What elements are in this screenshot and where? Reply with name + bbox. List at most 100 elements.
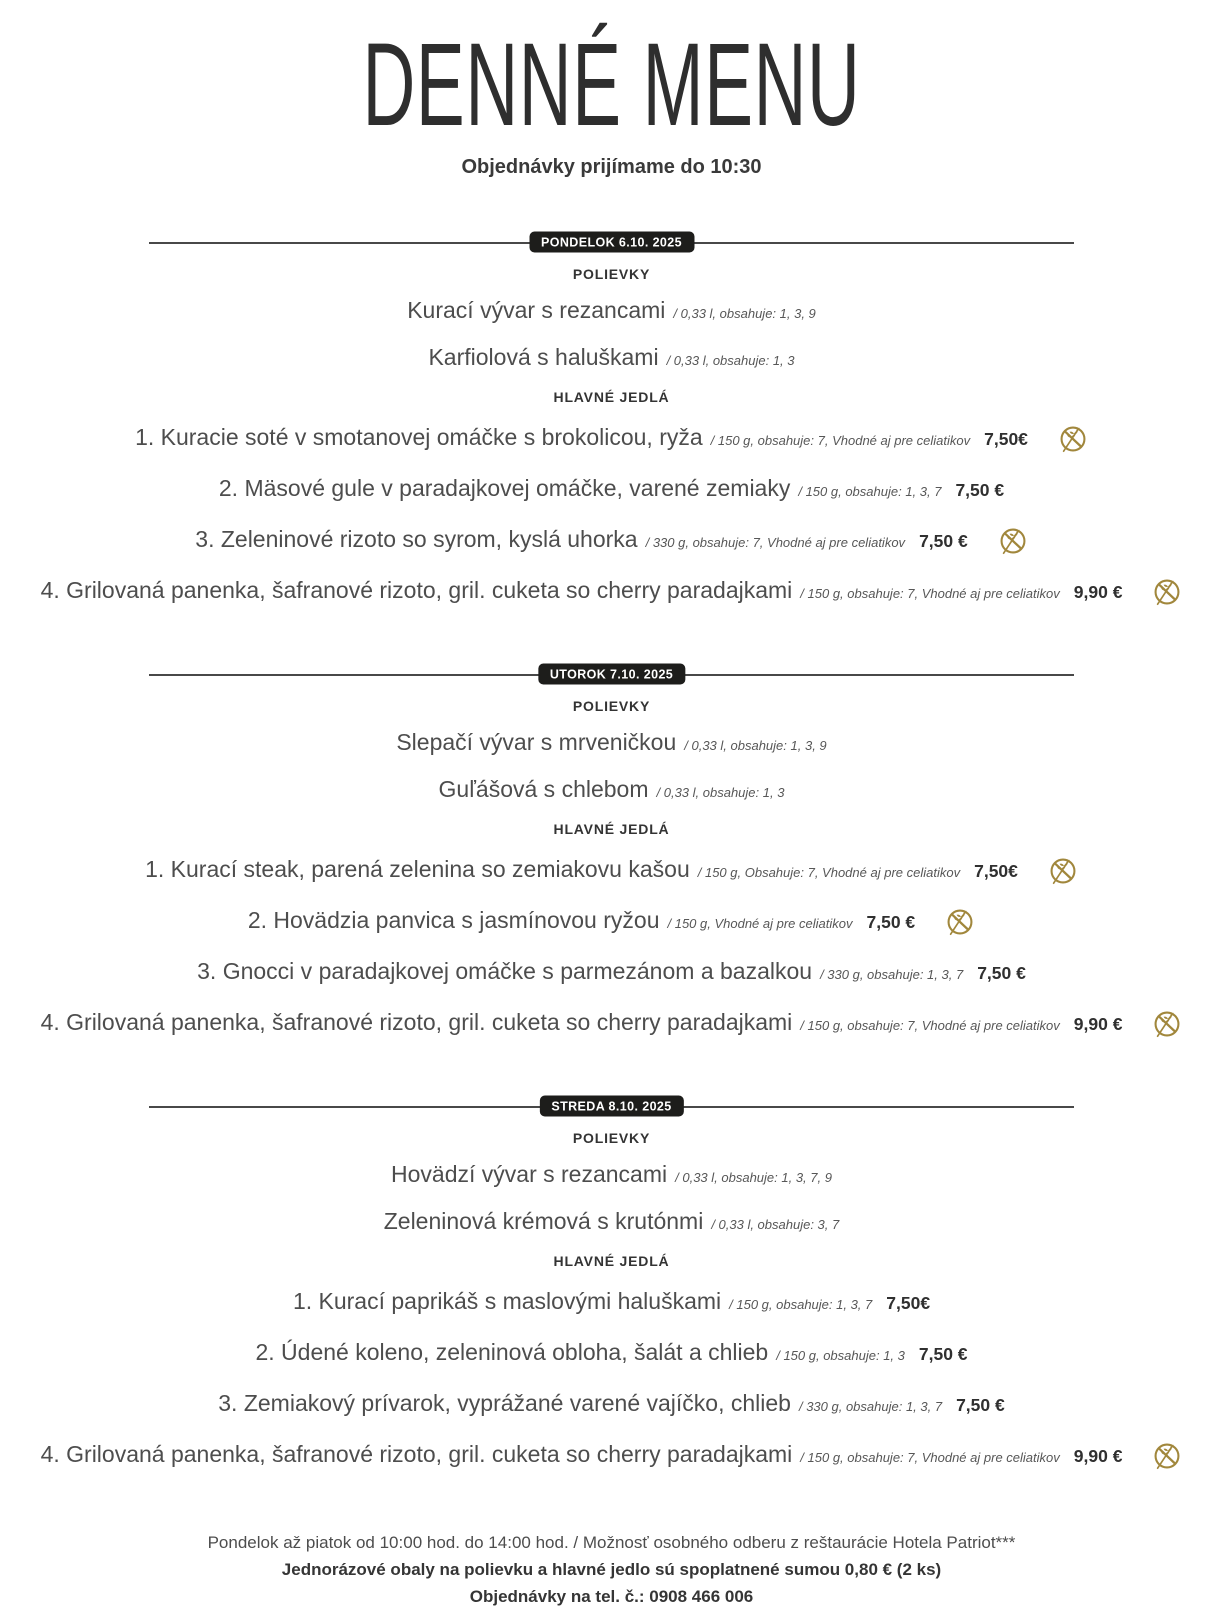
mains-heading: HLAVNÉ JEDLÁ [553,1253,670,1269]
day-date-badge: UTOROK 7.10. 2025 [537,663,686,685]
dish-details: / 0,33 l, obsahuje: 1, 3, 7, 9 [675,1170,832,1185]
dish-row: 1. Kurací paprikáš s maslovými haluškami… [0,1286,1223,1320]
dish-name: Hovädzí vývar s rezancami [391,1161,668,1187]
dish-name: 1. Kuracie soté v smotanovej omáčke s br… [135,424,703,450]
soups-list: Hovädzí vývar s rezancami / 0,33 l, obsa… [0,1159,1223,1240]
footer-phone-number: Objednávky na tel. č.: 0908 466 006 [469,1587,754,1606]
dish-name: Zeleninová krémová s krutónmi [383,1208,704,1234]
dish-name: 2. Mäsové gule v paradajkovej omáčke, va… [218,475,791,501]
dish-name: 4. Grilovaná panenka, šafranové rizoto, … [40,1441,793,1467]
day-date-badge: PONDELOK 6.10. 2025 [529,231,694,253]
gluten-free-icon [1048,856,1078,886]
dish-details: / 0,33 l, obsahuje: 3, 7 [711,1217,840,1232]
page-title: DENNÉ MENU [362,19,861,151]
dish-details: / 330 g, obsahuje: 7, Vhodné aj pre celi… [645,535,906,550]
dish-row: Slepačí vývar s mrveničkou / 0,33 l, obs… [0,727,1223,761]
dish-details: / 0,33 l, obsahuje: 1, 3 [666,353,795,368]
gluten-free-icon [1152,1009,1182,1039]
mains-heading: HLAVNÉ JEDLÁ [553,389,670,405]
dish-details: / 150 g, obsahuje: 7, Vhodné aj pre celi… [800,1450,1060,1465]
dish-price: 9,90 € [1073,1446,1123,1466]
dish-row: 4. Grilovaná panenka, šafranové rizoto, … [0,1007,1223,1041]
dish-details: / 150 g, obsahuje: 7, Vhodné aj pre celi… [800,586,1060,601]
dish-row: 1. Kuracie soté v smotanovej omáčke s br… [0,422,1223,456]
gluten-free-icon [945,907,975,937]
dish-price: 9,90 € [1073,582,1123,602]
dish-row: 4. Grilovaná panenka, šafranové rizoto, … [0,575,1223,609]
footer-packaging-note: Jednorázové obaly na polievku a hlavné j… [281,1560,942,1579]
dish-row: Kurací vývar s rezancami / 0,33 l, obsah… [0,295,1223,329]
dish-name: 3. Zeleninové rizoto so syrom, kyslá uho… [195,526,638,552]
day-divider-line: PONDELOK 6.10. 2025 [149,231,1074,253]
dish-row: Zeleninová krémová s krutónmi / 0,33 l, … [0,1206,1223,1240]
dish-row: 1. Kurací steak, parená zelenina so zemi… [0,854,1223,888]
dish-price: 7,50 € [918,1344,968,1364]
day-section: UTOROK 7.10. 2025 POLIEVKY Slepačí vývar… [0,663,1223,1041]
dish-row: 3. Gnocci v paradajkovej omáčke s parmez… [0,956,1223,990]
footer: Pondelok až piatok od 10:00 hod. do 14:0… [0,1529,1223,1610]
dish-price: 7,50 € [956,1395,1005,1415]
dish-name: Guľášová s chlebom [438,776,649,802]
dish-row: 4. Grilovaná panenka, šafranové rizoto, … [0,1439,1223,1473]
dish-price: 7,50 € [977,963,1026,983]
dish-details: / 330 g, obsahuje: 1, 3, 7 [820,967,964,982]
day-divider-line: UTOROK 7.10. 2025 [149,663,1074,685]
dish-price: 9,90 € [1073,1014,1123,1034]
dish-name: 2. Hovädzia panvica s jasmínovou ryžou [247,907,660,933]
gluten-free-icon [1152,1441,1182,1471]
dish-price: 7,50€ [886,1293,931,1313]
mains-list: 1. Kuracie soté v smotanovej omáčke s br… [0,422,1223,609]
dish-name: 1. Kurací steak, parená zelenina so zemi… [145,856,690,882]
day-date-badge: STREDA 8.10. 2025 [539,1095,684,1117]
dish-row: 2. Údené koleno, zeleninová obloha, šalá… [0,1337,1223,1371]
dish-name: 1. Kurací paprikáš s maslovými haluškami [292,1288,722,1314]
dish-name: Slepačí vývar s mrveničkou [396,729,677,755]
dish-row: Hovädzí vývar s rezancami / 0,33 l, obsa… [0,1159,1223,1193]
dish-details: / 150 g, obsahuje: 1, 3 [776,1348,905,1363]
soups-heading: POLIEVKY [572,698,651,714]
dish-details: / 150 g, obsahuje: 7, Vhodné aj pre celi… [710,433,971,448]
dish-details: / 0,33 l, obsahuje: 1, 3, 9 [684,738,827,753]
dish-price: 7,50€ [984,429,1028,449]
order-deadline-note: Objednávky prijímame do 10:30 [461,156,762,178]
soups-list: Slepačí vývar s mrveničkou / 0,33 l, obs… [0,727,1223,808]
day-section: PONDELOK 6.10. 2025 POLIEVKY Kurací výva… [0,231,1223,609]
dish-details: / 150 g, Vhodné aj pre celiatikov [667,916,853,931]
dish-price: 7,50 € [866,912,916,932]
dish-row: 2. Mäsové gule v paradajkovej omáčke, va… [0,473,1223,507]
dish-details: / 330 g, obsahuje: 1, 3, 7 [798,1399,943,1414]
dish-name: 4. Grilovaná panenka, šafranové rizoto, … [40,577,793,603]
dish-details: / 150 g, obsahuje: 1, 3, 7 [798,484,942,499]
footer-opening-hours: Pondelok až piatok od 10:00 hod. do 14:0… [207,1533,1016,1552]
soups-heading: POLIEVKY [572,266,651,282]
dish-details: / 0,33 l, obsahuje: 1, 3, 9 [673,306,816,321]
gluten-free-icon [1058,424,1088,454]
dish-name: 3. Gnocci v paradajkovej omáčke s parmez… [197,958,813,984]
dish-row: 3. Zemiakový prívarok, vyprážané varené … [0,1388,1223,1422]
dish-price: 7,50 € [955,480,1005,500]
day-sections: PONDELOK 6.10. 2025 POLIEVKY Kurací výva… [0,231,1223,1473]
dish-row: Guľášová s chlebom / 0,33 l, obsahuje: 1… [0,774,1223,808]
gluten-free-icon [1152,577,1182,607]
dish-row: 3. Zeleninové rizoto so syrom, kyslá uho… [0,524,1223,558]
dish-price: 7,50€ [974,861,1018,881]
dish-details: / 0,33 l, obsahuje: 1, 3 [656,785,785,800]
mains-heading: HLAVNÉ JEDLÁ [553,821,670,837]
dish-name: 3. Zemiakový prívarok, vyprážané varené … [218,1390,791,1416]
soups-heading: POLIEVKY [572,1130,651,1146]
dish-name: 4. Grilovaná panenka, šafranové rizoto, … [40,1009,793,1035]
dish-name: Karfiolová s haluškami [428,344,659,370]
dish-price: 7,50 € [919,531,968,551]
dish-details: / 150 g, Obsahuje: 7, Vhodné aj pre celi… [697,865,961,880]
dish-details: / 150 g, obsahuje: 1, 3, 7 [729,1297,873,1312]
mains-list: 1. Kurací paprikáš s maslovými haluškami… [0,1286,1223,1473]
dish-row: Karfiolová s haluškami / 0,33 l, obsahuj… [0,342,1223,376]
gluten-free-icon [998,526,1028,556]
dish-name: 2. Údené koleno, zeleninová obloha, šalá… [255,1339,769,1365]
day-divider-line: STREDA 8.10. 2025 [149,1095,1074,1117]
mains-list: 1. Kurací steak, parená zelenina so zemi… [0,854,1223,1041]
day-section: STREDA 8.10. 2025 POLIEVKY Hovädzí vývar… [0,1095,1223,1473]
soups-list: Kurací vývar s rezancami / 0,33 l, obsah… [0,295,1223,376]
dish-row: 2. Hovädzia panvica s jasmínovou ryžou /… [0,905,1223,939]
daily-menu-page: DENNÉ MENU Objednávky prijímame do 10:30… [0,19,1223,1606]
